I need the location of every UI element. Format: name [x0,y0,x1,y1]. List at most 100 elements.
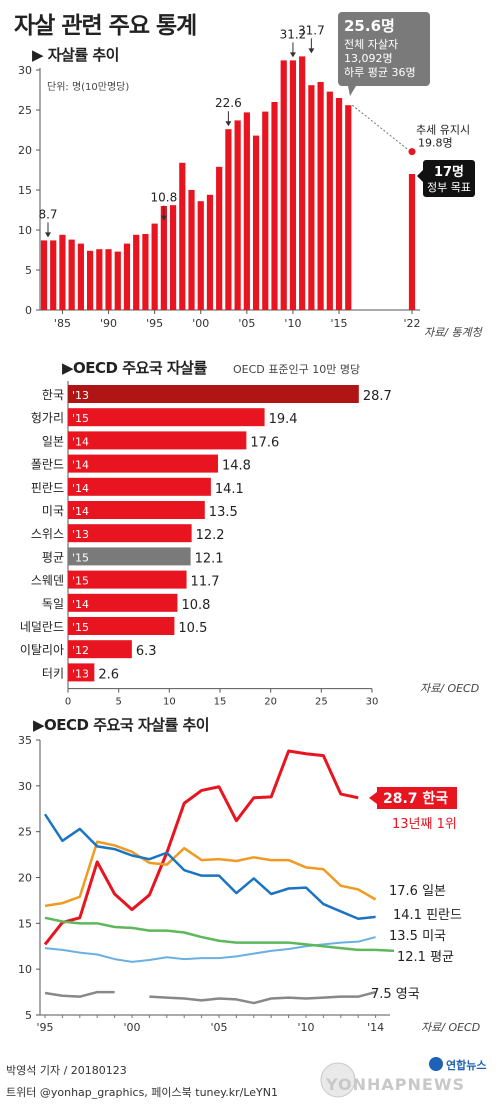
x-tick-label: '10 [284,317,301,330]
target-box [423,160,475,197]
x-tick-label: '90 [100,317,117,330]
series-line-미국 [44,936,376,963]
x-tick-label: '14 [367,1021,384,1034]
value-label: 11.7 [191,575,220,590]
x-tick-label: '05 [238,317,255,330]
value-label: 12.1 [195,551,224,566]
footer-social: 트위터 @yonhap_graphics, 페이스북 tuney.kr/LeYN… [6,1086,278,1099]
series-line-한국 [43,749,359,946]
bar-헝가리 [68,408,265,427]
y-tick-label: 25 [18,826,32,839]
bar-터키 [68,663,95,682]
category-label: 폴란드 [31,458,64,472]
year-label: '12 [72,644,89,657]
series-line-영국 [149,990,376,1005]
bar-폴란드 [68,454,218,473]
korea-note: 13년째 1위 [392,817,457,832]
trend-label-1: 추세 유지시 [416,124,470,137]
series-line-영국 [44,990,115,998]
bar-2001 [206,194,214,310]
year-label: '13 [72,389,89,402]
bar-1998 [179,162,186,310]
year-label: '13 [72,528,89,541]
y-tick-label: 15 [18,917,32,930]
x-tick-label: 5 [115,697,121,705]
category-label: 네덜란드 [20,620,64,634]
category-label: 터키 [42,666,64,680]
bar-2007 [262,111,269,310]
series-end-label-평균: 12.1 평균 [397,950,454,965]
bar-1994 [142,234,149,310]
bar-2002 [216,166,223,310]
bar-일본 [68,431,247,450]
bar-2022 [408,174,416,310]
bar-2008 [271,102,278,310]
avg-extension [375,948,395,953]
bar-네덜란드 [68,617,175,635]
value-label: 2.6 [98,667,119,682]
category-label: 이탈리아 [20,643,64,657]
year-label: '14 [72,598,89,611]
x-tick-label: 20 [264,697,277,705]
year-label: '15 [72,551,89,564]
x-tick-label: '95 [146,317,163,330]
x-tick-label: '95 [36,1021,53,1034]
category-label: 평균 [42,550,64,564]
value-label-1996: 10.8 [151,191,178,205]
series-end-label-핀란드: 14.1 핀란드 [393,908,462,923]
source-note-1: 자료/ 통계청 [424,326,482,339]
y-tick-label: 25 [18,104,32,117]
bar-2010 [289,60,297,311]
category-label: 일본 [42,434,64,448]
value-label-1983: 8.7 [38,207,57,221]
target-pointer [417,170,423,182]
bar-2011 [299,56,306,311]
value-label: 19.4 [269,412,298,427]
y-tick-label: 20 [18,144,32,157]
bar-1985 [59,234,66,310]
year-label: '14 [72,505,89,518]
y-tick-label: 5 [25,1009,32,1022]
callout-pointer [348,86,356,96]
value-label: 13.5 [209,505,238,520]
bar-2006 [252,135,260,310]
series-end-label-미국: 13.5 미국 [389,929,446,944]
x-tick-label: '05 [210,1021,227,1034]
value-label: 14.8 [222,459,251,474]
y-tick-label: 10 [18,224,32,237]
unit-note: 단위: 명(10만명당) [47,82,130,93]
bar-1999 [188,190,195,310]
bar-1983 [40,240,48,310]
footer-byline: 박영석 기자 / 20180123 [6,1064,127,1077]
bar-1996 [160,206,167,310]
x-tick-label: 30 [366,697,379,705]
oecd-unit-note: OECD 표준인구 10만 명당 [233,363,361,376]
arrow-head [225,121,232,127]
bar-2005 [243,112,250,311]
category-label: 독일 [42,597,64,611]
oecd-suicide-trend-line-chart: 5 10 15 20 25 30 35 '95 '00 '05 '10 '14 28.7 한국 13년째 … [18,734,462,1034]
logo-dot [429,1057,443,1071]
bar-1987 [77,243,84,310]
callout-box [338,12,430,86]
bar-스웨덴 [68,570,187,589]
year-label: '14 [72,459,89,472]
category-label: 스웨덴 [31,574,64,588]
trend-line [351,104,409,150]
x-tick-label: '00 [123,1021,140,1034]
bar-1991 [114,251,121,310]
category-label: 스위스 [31,527,64,541]
year-label: '14 [72,482,89,495]
x-tick-label: 25 [315,697,328,705]
category-label: 한국 [42,388,64,402]
series-line-평균 [44,916,376,952]
suicide-rate-trend-chart: 0 5 10 15 20 25 30 '85 '90 '95 '00 '05 '10 '15 '22 8.7 1… [18,12,475,330]
source-note-2: 자료/ OECD [420,682,480,695]
year-label: '15 [72,621,89,634]
bar-1984 [50,240,57,310]
callout-line2: 13,092명 [344,52,393,65]
logo-wordmark: YONHAPNEWS [325,1075,465,1094]
bar-1992 [123,243,131,310]
x-tick-label: '15 [331,317,348,330]
y-tick-label: 20 [18,872,32,885]
